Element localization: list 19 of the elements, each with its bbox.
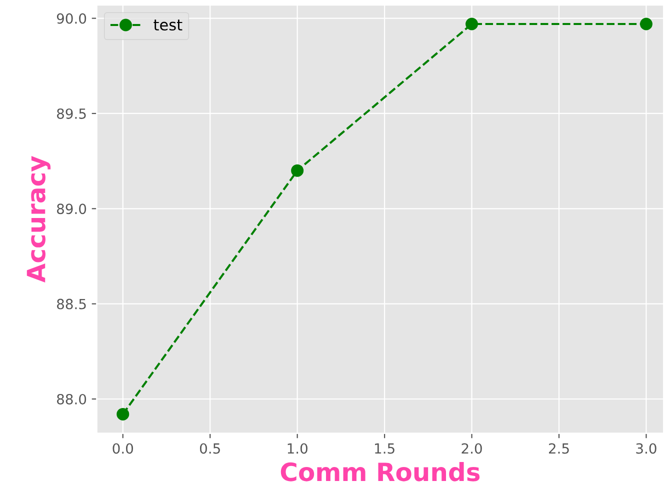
point: [466, 18, 478, 30]
point: [291, 164, 304, 177]
x-tick-label: 0.5: [200, 443, 220, 454]
point: [116, 408, 130, 420]
x-tick-label: 0.0: [112, 443, 134, 454]
y-tick-label: 88.5: [57, 298, 86, 310]
x-tick-label: 1.0: [288, 443, 308, 454]
x-axis-title: Comm Rounds: [280, 462, 480, 482]
y-axis-title: Accuracy: [26, 156, 51, 283]
x-tick-label: 3.0: [636, 443, 656, 454]
legend-label: test: [154, 20, 182, 31]
y-tick-label: 89.0: [57, 204, 86, 214]
x-tick-label: 1.5: [375, 443, 394, 454]
y-tick-label: 89.5: [57, 108, 86, 119]
point: [640, 18, 652, 30]
y-tick-label: 88.0: [57, 394, 86, 404]
x-tick-label: 2.5: [548, 443, 569, 454]
y-tick-label: 90.0: [56, 13, 86, 24]
x-tick-label: 2.0: [462, 443, 482, 454]
